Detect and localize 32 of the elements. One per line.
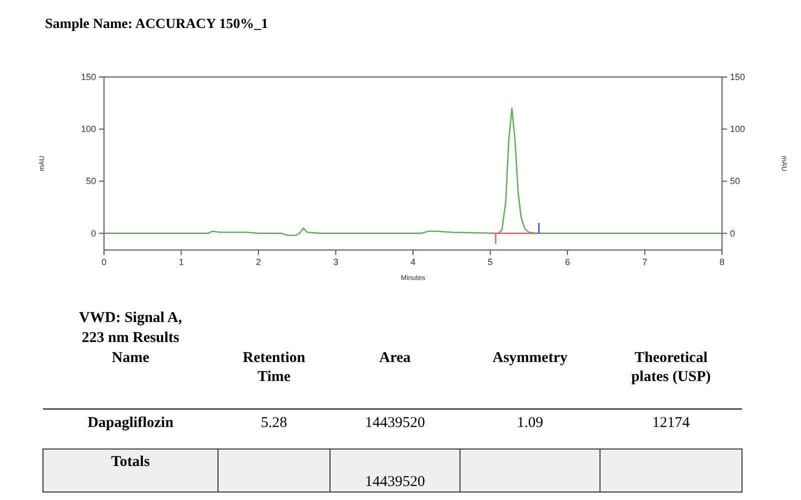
- text: 14439520: [365, 415, 425, 431]
- text: VWD: Signal A, 223 nm Results: [79, 310, 182, 346]
- y-tick-label: 150: [80, 72, 96, 82]
- x-tick-label: 7: [642, 257, 648, 267]
- text: Totals: [111, 454, 150, 470]
- text: 12174: [652, 415, 690, 431]
- x-tick-label: 6: [564, 257, 570, 267]
- text: 1.09: [516, 415, 544, 431]
- y2-tick-label: 0: [730, 228, 736, 238]
- category-label: Theoretical plates (USP): [631, 350, 711, 385]
- category-label: Area: [379, 350, 412, 366]
- y-tick-label: 50: [86, 176, 96, 186]
- x-tick-label: 4: [410, 257, 416, 267]
- y2-tick-label: 50: [730, 176, 740, 186]
- category-label: Retention Time: [242, 350, 306, 385]
- line-series: [103, 108, 723, 236]
- y2-tick-label: 100: [730, 124, 746, 134]
- category-label: Name: [112, 350, 150, 366]
- x-tick-label: 3: [333, 257, 338, 267]
- x-tick-label: 8: [719, 257, 725, 267]
- text: 14439520: [365, 474, 425, 490]
- category-label: Asymmetry: [492, 350, 568, 366]
- x-tick-label: 5: [488, 257, 493, 267]
- y-tick-label: 0: [90, 228, 96, 238]
- x-tick-label: 2: [256, 257, 262, 267]
- text: 5.28: [260, 415, 288, 431]
- y-tick-label: 100: [80, 124, 96, 134]
- x-tick-label: 1: [178, 257, 184, 267]
- y2-tick-label: 150: [730, 72, 746, 82]
- x-tick-label: 0: [101, 257, 107, 267]
- text: Dapagliflozin: [88, 415, 174, 431]
- chart-title: Sample Name: ACCURACY 150%_1: [45, 17, 268, 32]
